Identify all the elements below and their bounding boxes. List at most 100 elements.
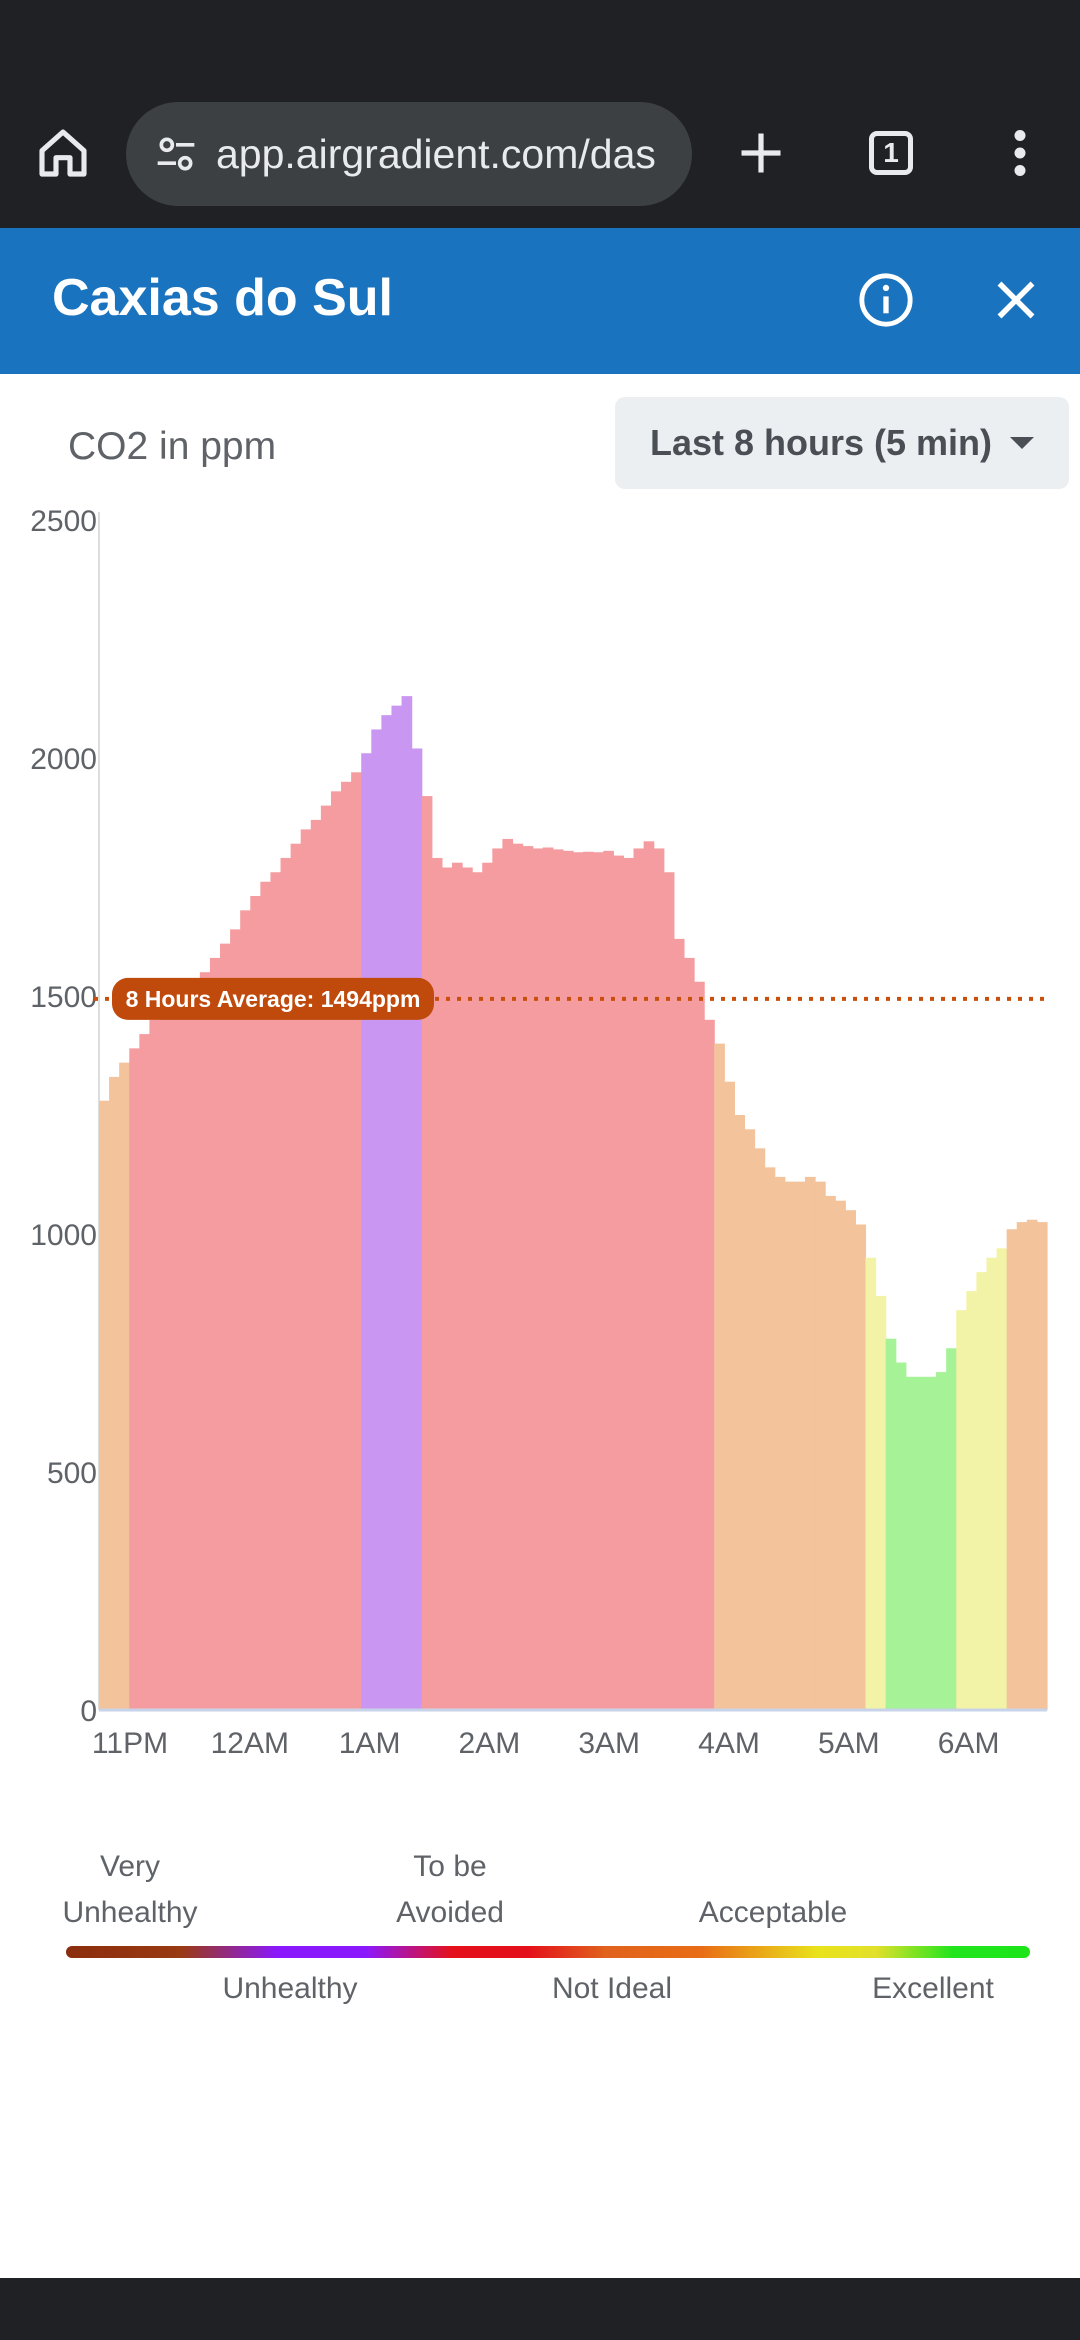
chart-bar[interactable] [411, 748, 423, 1710]
chart-bar[interactable] [643, 841, 655, 1710]
chart-bar[interactable] [734, 1115, 746, 1710]
chart-bar[interactable] [663, 872, 675, 1710]
chart-bar[interactable] [250, 896, 261, 1710]
chart-bar[interactable] [129, 1048, 140, 1710]
chart-bar[interactable] [815, 1181, 826, 1710]
chart-bar[interactable] [633, 848, 645, 1710]
chart-bar[interactable] [300, 829, 312, 1710]
chart-bar[interactable] [552, 849, 564, 1710]
chart-bar[interactable] [441, 867, 453, 1710]
chart-bar[interactable] [512, 843, 524, 1710]
chart-bar[interactable] [199, 972, 211, 1710]
chart-bar[interactable] [875, 1295, 887, 1710]
chart-bar[interactable] [220, 943, 231, 1710]
chart-bar[interactable] [724, 1081, 735, 1710]
chart-bar[interactable] [482, 862, 493, 1710]
chart-bar[interactable] [401, 696, 413, 1710]
chart-bar[interactable] [1026, 1219, 1038, 1710]
address-bar[interactable]: app.airgradient.com/das [126, 102, 692, 206]
chart-bar[interactable] [966, 1291, 978, 1710]
chart-bar[interactable] [774, 1176, 786, 1710]
chart-bar[interactable] [673, 938, 685, 1710]
chart-bar[interactable] [502, 838, 514, 1710]
chart-bar[interactable] [754, 1148, 766, 1710]
close-button[interactable] [984, 268, 1048, 332]
chart-bar[interactable] [825, 1195, 836, 1710]
chart-bar[interactable] [371, 729, 382, 1710]
chart-bar[interactable] [593, 852, 604, 1710]
chart-bar[interactable] [845, 1210, 856, 1710]
chart-bar[interactable] [744, 1129, 756, 1710]
chart-bar[interactable] [119, 1062, 130, 1710]
chart-bar[interactable] [290, 843, 302, 1710]
site-settings-button[interactable] [146, 124, 206, 184]
chart-bar[interactable] [421, 796, 433, 1710]
chart-bar[interactable] [472, 872, 483, 1710]
chart-bar[interactable] [855, 1224, 867, 1710]
chart-bar[interactable] [320, 805, 332, 1710]
chart-bar[interactable] [341, 781, 352, 1710]
chart-bar[interactable] [683, 957, 695, 1710]
info-button[interactable] [854, 268, 918, 332]
chart-bar[interactable] [653, 848, 665, 1710]
chart-bar[interactable] [240, 910, 251, 1710]
chart-bar[interactable] [522, 846, 534, 1710]
chart-bar[interactable] [835, 1200, 846, 1710]
chart-bar[interactable] [99, 1100, 110, 1710]
chart-bar[interactable] [1006, 1229, 1018, 1710]
chart-bar[interactable] [431, 857, 443, 1710]
chart-bar[interactable] [573, 852, 584, 1710]
chart-bar[interactable] [270, 872, 282, 1710]
chart-bar[interactable] [351, 772, 362, 1710]
tab-switcher-button[interactable]: 1 [856, 118, 926, 188]
chart-bar[interactable] [159, 1010, 171, 1710]
chart-bar[interactable] [381, 715, 393, 1710]
chart-bar[interactable] [562, 850, 574, 1710]
chart-bar[interactable] [230, 929, 241, 1710]
chart-bar[interactable] [694, 981, 705, 1710]
chart-bar[interactable] [764, 1167, 776, 1710]
chart-bar[interactable] [109, 1076, 120, 1710]
chart-bar[interactable] [189, 981, 201, 1710]
chart-bar[interactable] [603, 850, 614, 1710]
chart-bar[interactable] [613, 855, 625, 1710]
chart-bar[interactable] [462, 867, 473, 1710]
new-tab-button[interactable] [726, 118, 796, 188]
chart-bar[interactable] [310, 819, 322, 1710]
url-text[interactable]: app.airgradient.com/das [216, 130, 656, 177]
chart-bar[interactable] [169, 1000, 181, 1710]
chart-bar[interactable] [1036, 1222, 1048, 1710]
chart-bar[interactable] [714, 1043, 725, 1710]
chart-bar[interactable] [925, 1376, 937, 1710]
chart-bar[interactable] [451, 862, 463, 1710]
chart-bar[interactable] [209, 957, 221, 1710]
chart-bar[interactable] [784, 1181, 796, 1710]
chart-bar[interactable] [986, 1257, 998, 1710]
chart-bar[interactable] [179, 991, 191, 1710]
chart-bar[interactable] [492, 848, 504, 1710]
chart-bar[interactable] [623, 857, 635, 1710]
chart-bar[interactable] [542, 847, 554, 1710]
chart-bar[interactable] [956, 1310, 967, 1710]
chart-bar[interactable] [976, 1272, 988, 1710]
chart-bar[interactable] [532, 848, 544, 1710]
chart-bar[interactable] [885, 1338, 897, 1710]
chart-bar[interactable] [946, 1348, 957, 1710]
chart-bar[interactable] [794, 1181, 806, 1710]
chart-bar[interactable] [260, 881, 272, 1710]
chart-bar[interactable] [996, 1248, 1008, 1710]
chart-bar[interactable] [804, 1176, 816, 1710]
chart-bar[interactable] [280, 857, 292, 1710]
time-range-select[interactable]: Last 8 hours (5 min) [615, 397, 1069, 489]
chart-bar[interactable] [895, 1362, 907, 1710]
chart-bar[interactable] [330, 791, 342, 1710]
chart-bar[interactable] [149, 1019, 161, 1710]
chart-bar[interactable] [915, 1376, 927, 1710]
chart-bar[interactable] [139, 1034, 151, 1710]
chart-bar[interactable] [704, 1019, 715, 1710]
chart-bar[interactable] [936, 1372, 947, 1710]
chart-bar[interactable] [391, 705, 403, 1710]
chart-bar[interactable] [1016, 1222, 1028, 1710]
chart-bar[interactable] [865, 1257, 877, 1710]
home-button[interactable] [28, 118, 98, 188]
